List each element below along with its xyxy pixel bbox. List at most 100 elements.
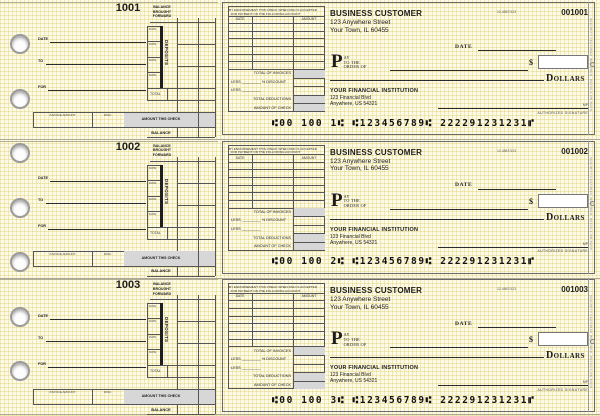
table-line: [228, 323, 325, 325]
payer-name: BUSINESS CUSTOMER: [330, 286, 423, 296]
stub-date-line: [50, 319, 146, 321]
endorsement-text-line1: BY ENDORSEMENT THIS CHECK WHEN PAID IS A…: [229, 8, 317, 12]
amount-words-line: [330, 80, 544, 81]
pay-to-the: TO THE: [343, 198, 361, 204]
grid-line: [177, 204, 215, 206]
bank-fraction: 12-4567/123: [497, 10, 517, 14]
total-label: TOTAL: [150, 369, 161, 374]
security-edge-line: [588, 279, 589, 413]
less-discount-label: LESS _________ % DISCOUNT: [231, 218, 287, 223]
shaded-cell: [293, 233, 325, 250]
deposit-date-label: DATE: [149, 180, 157, 185]
shaded-cell: [293, 372, 325, 389]
security-edge-line: [588, 2, 589, 135]
deposit-row-line: [147, 179, 161, 181]
signature-line: [438, 385, 588, 387]
stub-to-line: [46, 341, 146, 343]
bank-address-line1: 123 Financial Blvd: [330, 372, 371, 379]
stub-date-label: DATE: [38, 314, 49, 319]
total-row-top: [147, 88, 215, 89]
pay-order-of: ORDER OF: [343, 341, 367, 347]
check-date-line: [478, 188, 556, 190]
grid-line: [147, 377, 215, 379]
check-number: 001003: [561, 285, 588, 295]
check-border: [222, 140, 595, 274]
grid-line: [147, 238, 215, 240]
balance-label: BALANCE: [151, 129, 171, 135]
deposits-bar: [160, 26, 163, 88]
grid-line: [150, 22, 215, 23]
stub-to-line: [46, 202, 146, 204]
check-border: [222, 2, 595, 135]
payer-address-line1: 123 Anywhere Street: [330, 296, 391, 304]
table-line: [293, 242, 325, 244]
table-line: [228, 308, 325, 310]
signature-line: [438, 246, 588, 248]
total-row-top: [147, 226, 215, 228]
deposits-label: DEPOSITS: [164, 178, 169, 205]
endorsement-text-line2: FOR PAYMENT ON THE FOLLOWING ACCOUNT: [230, 11, 301, 16]
voucher-amount-col-header: AMOUNT: [301, 155, 317, 160]
table-line: [228, 154, 325, 156]
amount-this-check-label: AMOUNT THIS CHECK: [141, 117, 181, 121]
payer-address-line2: Your Town, IL 60455: [330, 165, 389, 173]
pay-to-the: TO THE: [343, 336, 361, 342]
amount-this-check-label: AMOUNT THIS CHECK: [141, 255, 181, 260]
invoice-amount-label: INVOICE AMOUNT: [49, 251, 76, 256]
total-of-invoices-label: TOTAL OF INVOICES: [253, 348, 291, 353]
grid-line: [150, 160, 215, 162]
total-cell-right: [167, 365, 168, 378]
dollars-label: Dollars: [546, 73, 585, 84]
grid-line: [150, 299, 215, 301]
voucher-date-col-header: DATE: [235, 294, 245, 299]
table-line: [228, 30, 325, 32]
endorsement-text-line2: FOR PAYMENT ON THE FOLLOWING ACCOUNT: [230, 150, 301, 155]
security-edge-line: [588, 140, 589, 274]
table-line: [252, 292, 253, 347]
voucher-amount-col-header: AMOUNT: [301, 17, 317, 21]
disc-label: DISC.: [103, 113, 112, 117]
bank-fraction: 12-4567/123: [497, 287, 517, 292]
dollars-label: Dollars: [546, 350, 585, 362]
check-number: 001001: [561, 8, 588, 17]
amount-of-check-label: AMOUNT OF CHECK: [253, 382, 291, 387]
grid-line: [198, 18, 199, 137]
stub-number: 1001: [115, 2, 141, 14]
total-label: TOTAL: [150, 92, 161, 96]
register-stub: 1003 BALANCE BROUGHT FORWARD DATE TO FOR…: [0, 277, 218, 416]
amount-this-check-label: AMOUNT THIS CHECK: [141, 394, 181, 399]
grid-line: [147, 275, 215, 277]
perforation-line: [0, 414, 600, 415]
grid-line: [215, 295, 216, 415]
pay-to-the-order-of: P AY TO THE ORDER OF: [331, 329, 367, 348]
table-line: [293, 354, 325, 356]
bank-fraction: 12-4567/123: [497, 148, 517, 153]
stub-to-line: [46, 64, 146, 65]
table-line: [293, 292, 294, 390]
table-line: [228, 38, 325, 40]
total-deductions-label: TOTAL DEDUCTIONS: [253, 97, 291, 101]
disc-label: DISC.: [103, 251, 112, 256]
grid-line: [92, 389, 93, 405]
grid-line: [177, 182, 215, 184]
authorized-signature-label: AUTHORIZED SIGNATURE: [537, 110, 588, 115]
grid-line: [198, 112, 199, 127]
dollar-sign: $: [529, 196, 533, 206]
payee-line: [390, 208, 528, 210]
amount-of-check-label: AMOUNT OF CHECK: [253, 244, 291, 249]
deposits-box-top: [147, 26, 163, 27]
grid-line: [198, 250, 199, 266]
stub-date-line: [50, 180, 146, 182]
check-date-label: DATE: [455, 320, 473, 327]
voucher-amount-col-header: AMOUNT: [301, 294, 317, 299]
table-line: [228, 346, 325, 348]
signature-line: [438, 108, 588, 109]
table-line: [228, 177, 325, 179]
shaded-cell: [293, 208, 325, 217]
stub-for-line: [48, 367, 146, 369]
mp-mark: MP: [582, 380, 588, 385]
table-line: [228, 207, 325, 209]
less-discount-label: LESS _________ % DISCOUNT: [231, 357, 287, 362]
stub-number: 1003: [115, 279, 141, 292]
